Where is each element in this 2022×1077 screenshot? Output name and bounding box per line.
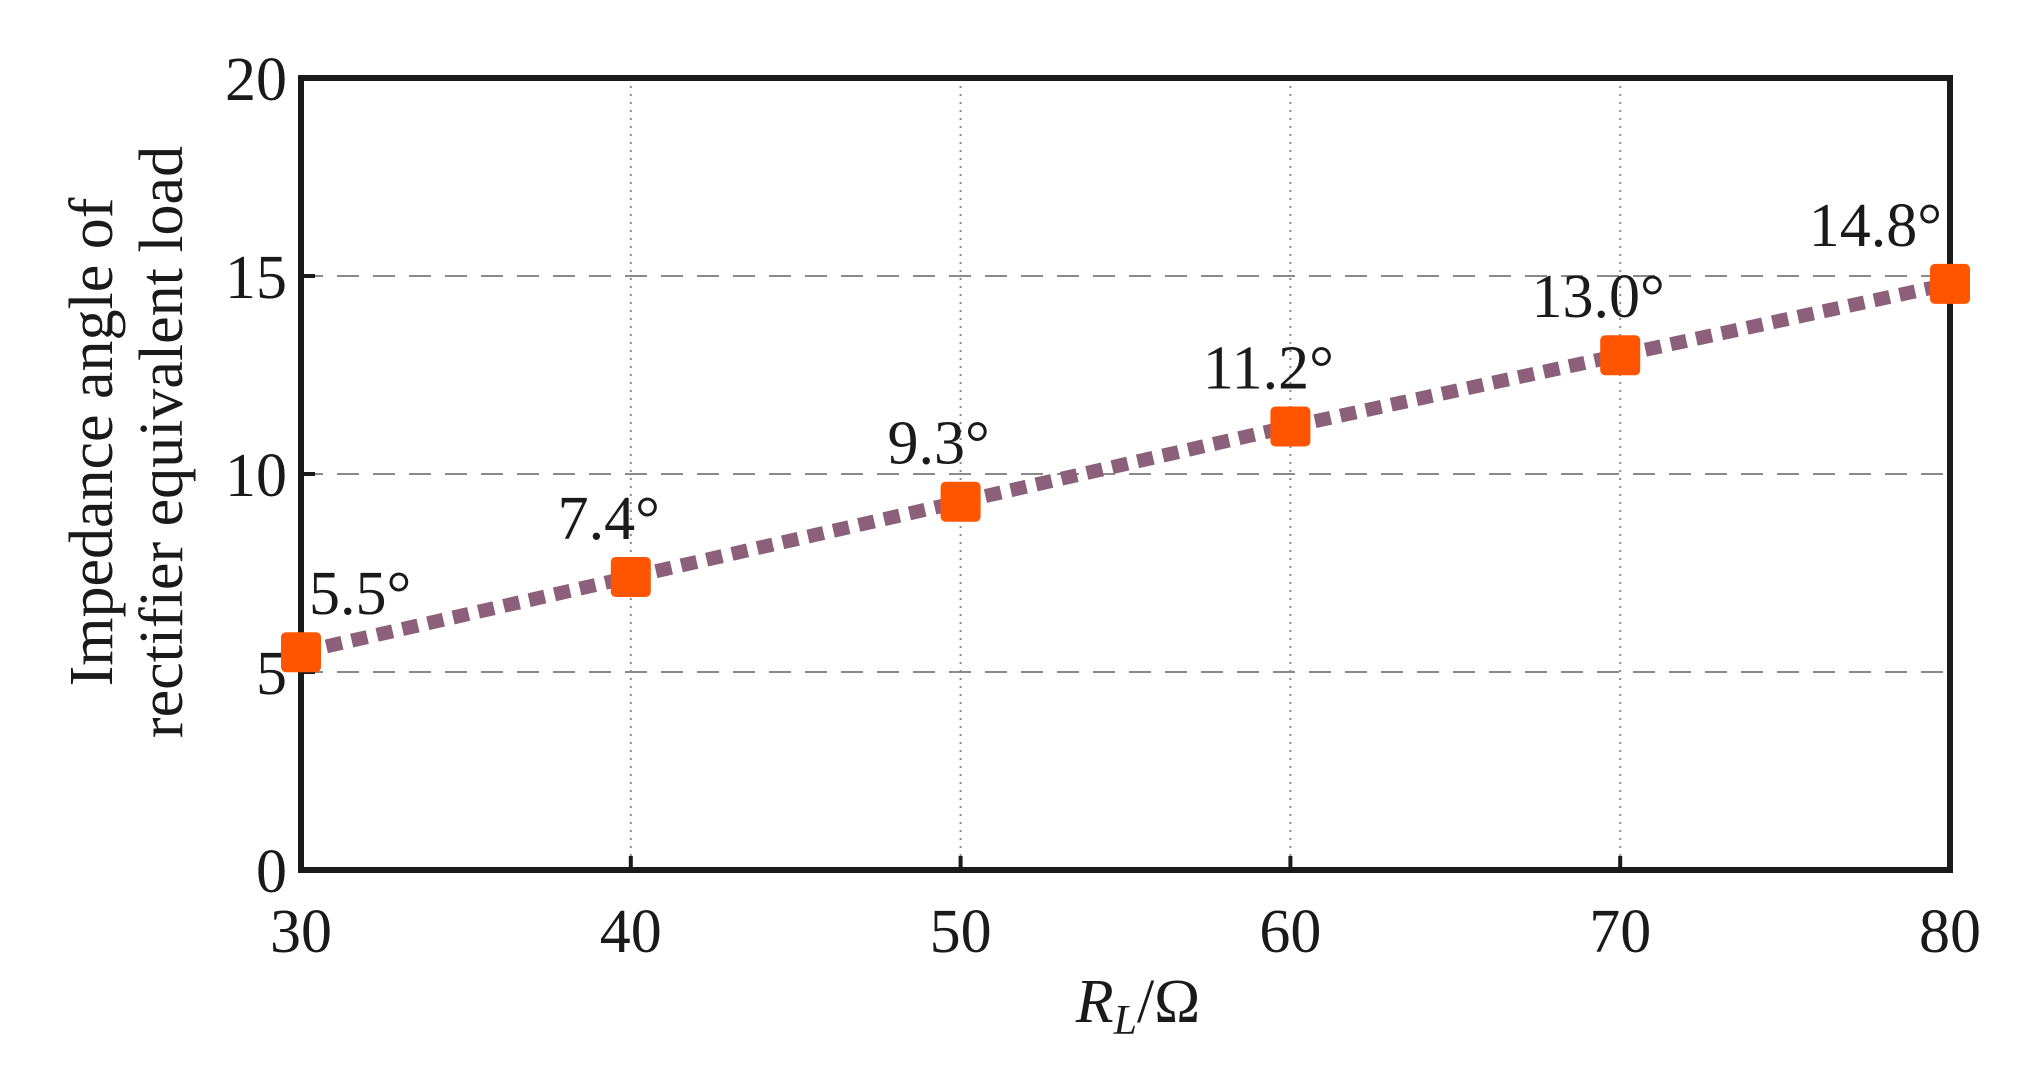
x-tick-label-50: 50 [930, 898, 992, 966]
data-point-80 [1930, 263, 1970, 304]
x-axis-symbol: R [1075, 968, 1114, 1036]
plot-frame [298, 75, 1953, 873]
x-axis-unit: /Ω [1137, 968, 1200, 1036]
y-tick-label-0: 0 [256, 838, 287, 906]
data-point-50 [940, 481, 981, 522]
x-axis-subscript: L [1113, 998, 1137, 1044]
y-axis-title: Impedance angle of rectifier equivalent … [58, 146, 196, 738]
grid-lines [301, 78, 1950, 870]
data-markers [281, 263, 1970, 673]
series-line [299, 277, 1952, 660]
x-tick-label-40: 40 [600, 898, 662, 966]
data-label-80: 14.8° [1809, 192, 1942, 260]
data-label-40: 7.4° [558, 485, 660, 553]
series-line-layer [299, 277, 1952, 660]
y-tick-label-20: 20 [225, 46, 287, 114]
data-point-30 [281, 632, 321, 673]
data-label-70: 13.0° [1532, 263, 1665, 331]
x-tick-label-60: 60 [1259, 898, 1321, 966]
y-tick-label-15: 15 [225, 244, 287, 312]
x-tick-label-80: 80 [1919, 898, 1981, 966]
data-label-50: 9.3° [887, 410, 989, 478]
data-point-40 [610, 556, 651, 597]
data-labels: 5.5° 7.4° 9.3° 11.2° 13.0° 14.8° [309, 192, 1942, 628]
data-label-60: 11.2° [1203, 334, 1334, 402]
data-point-70 [1600, 335, 1641, 376]
x-axis-title: RL/Ω [1075, 968, 1201, 1044]
x-tick-label-30: 30 [270, 898, 332, 966]
y-tick-label-10: 10 [225, 442, 287, 510]
x-tick-label-70: 70 [1589, 898, 1651, 966]
y-axis-title-line-1: Impedance angle of [58, 197, 126, 686]
data-label-30: 5.5° [309, 560, 411, 628]
y-axis-title-line-2: rectifier equivalent load [128, 146, 196, 738]
data-point-60 [1270, 406, 1311, 447]
